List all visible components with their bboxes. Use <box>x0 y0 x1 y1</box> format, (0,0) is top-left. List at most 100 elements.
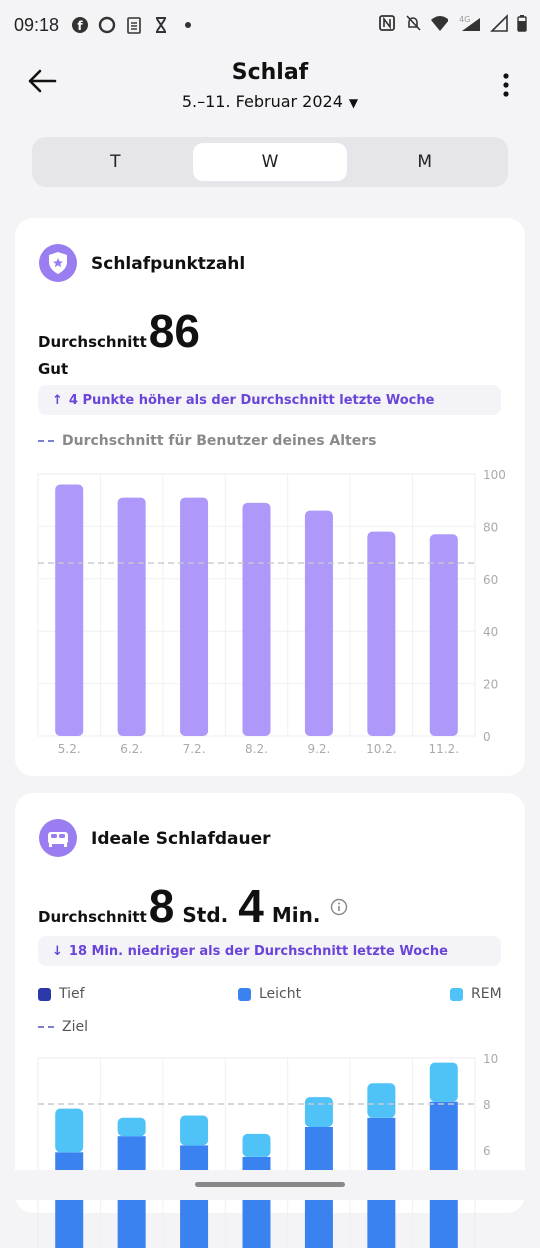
average-minutes: 4 <box>238 880 264 932</box>
arrow-up-icon: ↑ <box>52 392 63 408</box>
duration-bar-rem <box>117 1117 146 1137</box>
sleep-stage-legend: Tief Leicht REM <box>38 986 503 1006</box>
hours-unit: Std. <box>182 903 229 927</box>
info-icon[interactable] <box>330 898 348 920</box>
legend-item-rem: REM <box>450 986 502 1002</box>
average-label: Durchschnitt <box>38 908 147 926</box>
score-bar <box>429 534 458 736</box>
duration-bar-rem <box>55 1108 84 1153</box>
age-average-legend: Durchschnitt für Benutzer deines Alters <box>38 433 376 449</box>
bed-icon <box>39 819 77 857</box>
arrow-down-icon: ↓ <box>52 943 63 959</box>
legend-label-rem: REM <box>471 986 502 1002</box>
legend-swatch-light <box>238 987 251 1001</box>
age-average-legend-label: Durchschnitt für Benutzer deines Alters <box>62 433 377 449</box>
y-tick-label: 60 <box>483 573 498 587</box>
duration-bar-leicht <box>55 1152 84 1248</box>
y-tick-label: 0 <box>483 730 491 744</box>
average-row: Durchschnitt 8 Std. 4 Min. <box>38 879 348 933</box>
average-hours: 8 <box>148 880 175 932</box>
duration-bar-rem <box>429 1062 458 1102</box>
duration-bar-rem <box>304 1097 333 1127</box>
score-bar <box>242 502 271 736</box>
x-tick-label: 6.2. <box>120 742 143 756</box>
segment-day[interactable]: T <box>110 152 121 172</box>
duration-bar-rem <box>180 1115 209 1146</box>
legend-item-deep: Tief <box>38 986 85 1002</box>
segment-month[interactable]: M <box>417 152 433 172</box>
clipboard-icon <box>125 16 143 34</box>
legend-label-light: Leicht <box>259 986 302 1002</box>
segment-week[interactable]: W <box>192 143 348 181</box>
y-tick-label: 40 <box>483 625 498 639</box>
score-bar <box>55 484 84 736</box>
dot-icon <box>179 16 197 34</box>
x-tick-label: 10.2. <box>366 742 397 756</box>
legend-item-light: Leicht <box>238 986 301 1002</box>
wifi-icon <box>430 14 448 32</box>
network-label: 4G <box>459 15 470 24</box>
comparison-text: 4 Punkte höher als der Durchschnitt letz… <box>68 392 435 408</box>
average-score: 86 <box>148 305 200 357</box>
y-tick-label: 6 <box>483 1144 491 1158</box>
y-tick-label: 20 <box>483 678 498 692</box>
card-title: Ideale Schlafdauer <box>91 829 271 849</box>
date-range-label: 5.–11. Februar 2024 <box>181 92 343 111</box>
shield-icon <box>39 244 77 282</box>
gesture-navigation-bar[interactable] <box>195 1182 345 1187</box>
back-button[interactable] <box>28 68 58 94</box>
more-vertical-icon <box>503 73 509 97</box>
period-segmented-control: T W M <box>32 137 508 187</box>
legend-swatch-rem <box>450 987 463 1001</box>
status-time: 09:18 <box>14 14 60 35</box>
goal-legend-label: Ziel <box>62 1019 88 1035</box>
rating-label: Gut <box>38 360 69 378</box>
nfc-icon <box>378 14 396 32</box>
more-options-button[interactable] <box>502 72 510 98</box>
dashed-line-icon <box>38 440 54 442</box>
arrow-left-icon <box>28 69 57 93</box>
score-bar <box>180 497 209 736</box>
signal-icon <box>490 14 508 32</box>
bell-muted-icon <box>404 14 422 32</box>
hourglass-icon <box>152 16 170 34</box>
page-title: Schlaf <box>231 60 309 85</box>
goal-legend: Ziel <box>38 1019 88 1035</box>
circle-app-icon <box>98 16 116 34</box>
status-bar: 09:18 f 4G <box>0 0 540 50</box>
date-range-selector[interactable]: 5.–11. Februar 2024 ▼ <box>0 92 540 111</box>
comparison-pill: ↓ 18 Min. niedriger als der Durchschnitt… <box>38 936 501 966</box>
average-label: Durchschnitt <box>38 333 147 351</box>
legend-swatch-deep <box>38 987 51 1001</box>
score-bar <box>304 510 333 736</box>
y-tick-label: 100 <box>483 468 506 482</box>
y-tick-label: 10 <box>483 1052 498 1066</box>
x-tick-label: 11.2. <box>429 742 460 756</box>
y-tick-label: 8 <box>483 1098 491 1112</box>
score-bar <box>367 531 396 736</box>
battery-icon <box>516 14 528 32</box>
svg-text:f: f <box>77 19 83 33</box>
caret-down-icon: ▼ <box>348 96 359 110</box>
score-bar <box>117 497 146 736</box>
average-row: Durchschnitt 86 <box>38 304 200 358</box>
duration-bar-rem <box>367 1083 396 1118</box>
dashed-line-icon <box>38 1026 54 1028</box>
minutes-unit: Min. <box>271 903 321 927</box>
x-tick-label: 5.2. <box>58 742 81 756</box>
x-tick-label: 9.2. <box>307 742 330 756</box>
signal-4g-icon: 4G <box>456 14 482 32</box>
x-tick-label: 7.2. <box>183 742 206 756</box>
comparison-pill: ↑ 4 Punkte höher als der Durchschnitt le… <box>38 385 501 415</box>
sleep-score-card[interactable]: Schlafpunktzahl Durchschnitt 86 Gut ↑ 4 … <box>15 218 525 776</box>
sleep-score-chart: 0 20 40 60 80 100 5.2. 6.2. 7.2. 8.2. 9.2. 10.2. 11.… <box>37 468 506 756</box>
sleep-duration-card[interactable]: Ideale Schlafdauer Durchschnitt 8 Std. 4… <box>15 793 525 1248</box>
card-title: Schlafpunktzahl <box>91 254 246 274</box>
comparison-text: 18 Min. niedriger als der Durchschnitt l… <box>68 943 448 959</box>
facebook-icon: f <box>71 16 89 34</box>
x-tick-label: 8.2. <box>245 742 268 756</box>
legend-label-deep: Tief <box>59 986 85 1002</box>
top-app-bar: Schlaf 5.–11. Februar 2024 ▼ <box>0 50 540 130</box>
duration-bar-rem <box>242 1133 271 1157</box>
sleep-duration-chart: 6 8 10 <box>37 1052 498 1248</box>
